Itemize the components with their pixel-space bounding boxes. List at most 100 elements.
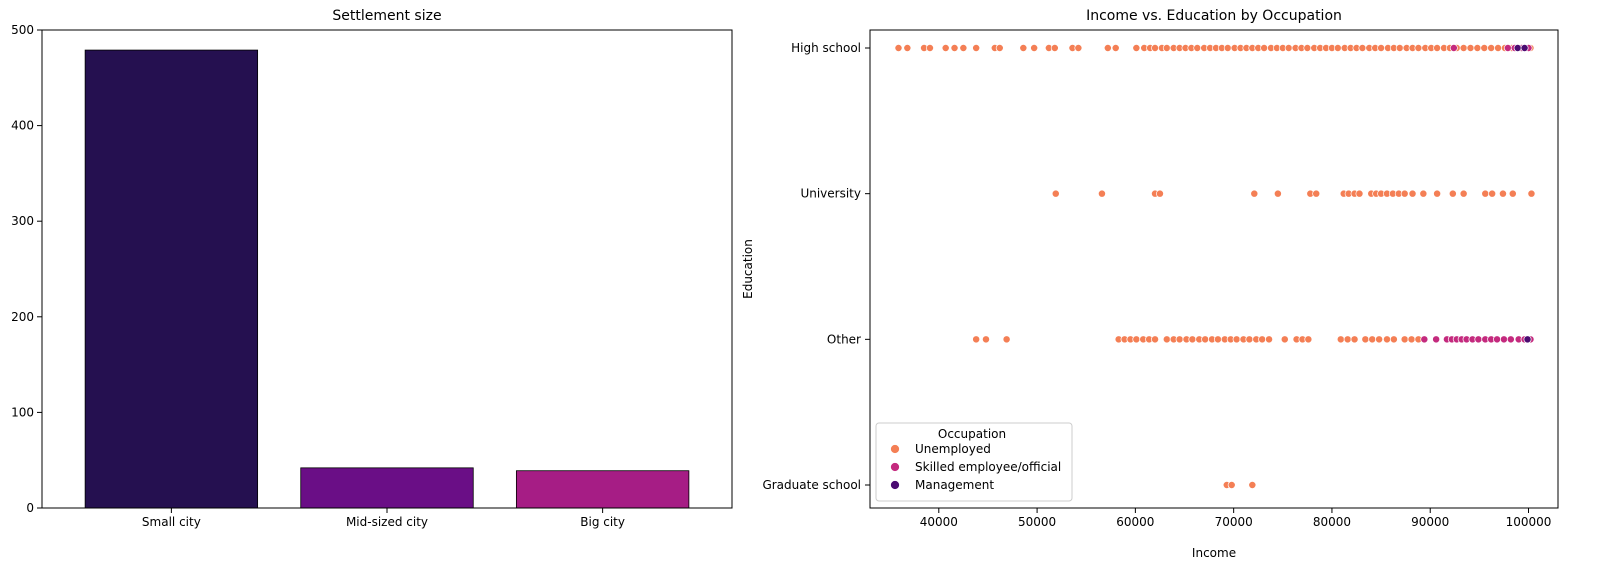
point-unemployed <box>1343 335 1352 344</box>
x-tick-label: 80000 <box>1313 515 1351 529</box>
point-unemployed <box>1355 189 1364 198</box>
point-unemployed <box>1400 335 1409 344</box>
point-unemployed <box>941 44 950 52</box>
point-unemployed <box>1280 335 1289 344</box>
point-unemployed <box>1175 335 1184 344</box>
point-unemployed <box>1488 189 1497 198</box>
point-unemployed <box>1303 44 1312 52</box>
x-tick-label: Big city <box>580 515 625 529</box>
chart-title: Income vs. Education by Occupation <box>1086 8 1342 24</box>
point-unemployed <box>1494 44 1503 52</box>
y-tick-label: University <box>800 187 861 201</box>
legend: Occupation Unemployed Skilled employee/of… <box>875 422 1073 502</box>
x-tick-label: 40000 <box>920 515 958 529</box>
point-unemployed <box>1466 44 1475 52</box>
x-tick-label: Small city <box>142 515 201 529</box>
point-unemployed <box>1201 335 1210 344</box>
point-unemployed <box>1162 44 1171 52</box>
point-unemployed <box>1097 189 1106 198</box>
bar-mid-sized-city <box>300 467 474 509</box>
legend-entry-label: Unemployed <box>915 442 991 456</box>
point-unemployed <box>1151 44 1159 52</box>
point-unemployed <box>1103 44 1112 52</box>
point-unemployed <box>1258 335 1267 344</box>
point-unemployed <box>1260 44 1269 52</box>
x-tick-label: 70000 <box>1215 515 1253 529</box>
legend-title: Occupation <box>938 427 1006 441</box>
x-ticks-group: Small city Mid-sized city Big city <box>142 508 625 529</box>
point-unemployed <box>1336 335 1345 344</box>
point-unemployed <box>1304 335 1313 344</box>
point-unemployed <box>1050 44 1059 52</box>
point-unemployed <box>1265 335 1273 344</box>
y-ticks-group: 0 100 200 300 400 500 <box>11 23 42 515</box>
y-axis-label: Education <box>741 239 755 299</box>
point-unemployed <box>1350 335 1359 344</box>
point-unemployed <box>1407 335 1416 344</box>
point-unemployed <box>1232 335 1241 344</box>
point-unemployed <box>1051 189 1060 198</box>
legend-entries: Unemployed Skilled employee/official Manag… <box>890 442 1061 492</box>
point-unemployed <box>1499 189 1507 198</box>
bar-big-city <box>515 470 690 509</box>
point-unemployed <box>903 44 912 52</box>
point-unemployed <box>1019 44 1028 52</box>
point-skilled-employee-official <box>1499 335 1508 344</box>
point-unemployed <box>1248 481 1257 489</box>
points-group <box>894 44 1536 489</box>
point-unemployed <box>1284 44 1293 52</box>
point-unemployed <box>1245 335 1254 344</box>
y-tick-label: 300 <box>11 214 34 228</box>
point-unemployed <box>1473 44 1482 52</box>
settlement-size-chart: Settlement size 0 100 200 300 400 500 Small c… <box>11 8 733 529</box>
y-tick-label: Other <box>827 332 861 346</box>
point-unemployed <box>1333 44 1342 52</box>
x-axis-label: Income <box>1192 546 1236 560</box>
point-unemployed <box>1250 189 1259 198</box>
point-unemployed <box>1361 335 1370 344</box>
point-unemployed <box>1375 335 1384 344</box>
point-unemployed <box>1400 189 1409 198</box>
point-unemployed <box>1481 189 1490 198</box>
point-unemployed <box>926 44 934 52</box>
point-unemployed <box>972 335 981 344</box>
legend-entry-label: Skilled employee/official <box>915 460 1061 474</box>
x-ticks-group: 40000 50000 60000 70000 80000 90000 100000 <box>920 508 1552 529</box>
chart-title: Settlement size <box>332 8 441 24</box>
y-tick-label: Graduate school <box>762 478 861 492</box>
point-management <box>1520 44 1529 52</box>
point-unemployed <box>1459 44 1468 52</box>
point-unemployed <box>1414 44 1423 52</box>
x-tick-label: 100000 <box>1506 515 1552 529</box>
point-unemployed <box>1312 189 1321 198</box>
point-unemployed <box>1132 335 1141 344</box>
y-tick-label: High school <box>791 41 861 55</box>
legend-marker <box>890 462 900 472</box>
point-unemployed <box>1527 189 1536 198</box>
point-unemployed <box>995 44 1004 52</box>
point-unemployed <box>1213 335 1222 344</box>
legend-box <box>875 422 1073 502</box>
y-tick-label: 0 <box>26 501 34 515</box>
point-unemployed <box>1508 189 1517 198</box>
legend-marker <box>890 480 900 490</box>
y-tick-label: 500 <box>11 23 34 37</box>
point-unemployed <box>1162 335 1171 344</box>
x-tick-label: 50000 <box>1018 515 1056 529</box>
point-skilled-employee-official <box>1493 335 1502 344</box>
point-unemployed <box>1193 44 1202 52</box>
point-unemployed <box>1433 44 1442 52</box>
plot-frame <box>869 29 1559 509</box>
point-unemployed <box>1383 335 1391 344</box>
point-skilled-employee-official <box>1420 335 1429 344</box>
x-tick-label: Mid-sized city <box>346 515 428 529</box>
point-unemployed <box>1480 44 1489 52</box>
y-ticks-group: High school University Other Graduate schoo… <box>762 41 870 492</box>
point-unemployed <box>1377 44 1386 52</box>
point-unemployed <box>1487 44 1496 52</box>
point-unemployed <box>1223 44 1232 52</box>
point-unemployed <box>1368 335 1377 344</box>
bars-group <box>84 49 690 509</box>
point-unemployed <box>1408 189 1417 198</box>
